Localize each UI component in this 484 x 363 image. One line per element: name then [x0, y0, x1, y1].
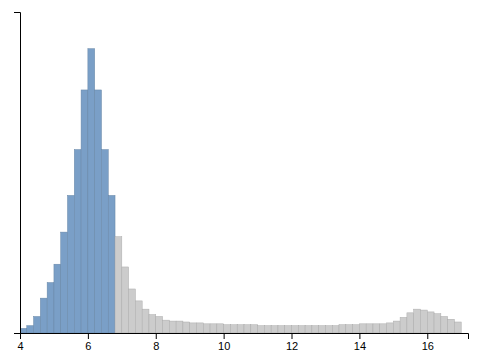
histogram-bar	[319, 326, 326, 333]
x-axis: 4 6 8 10 12 14 16	[17, 333, 468, 352]
histogram-bar	[434, 314, 441, 333]
histogram-bar	[285, 326, 292, 333]
histogram-bar	[95, 90, 102, 333]
histogram-bar	[74, 150, 81, 333]
chart-container: 4 6 8 10 12 14 16	[0, 0, 484, 363]
x-tick-mark	[88, 333, 89, 339]
x-tick-mark	[427, 333, 428, 339]
histogram-bar	[20, 328, 27, 333]
histogram-bar	[414, 309, 421, 333]
chart: 4 6 8 10 12 14 16	[0, 0, 484, 363]
histogram-bar	[156, 316, 163, 333]
histogram-bar	[258, 326, 265, 333]
histogram-bar	[122, 267, 129, 333]
histogram-bar	[149, 315, 156, 333]
x-tick-label: 14	[354, 340, 366, 352]
histogram-bar	[461, 333, 468, 334]
x-tick-label: 6	[85, 340, 91, 352]
histogram-bar	[393, 321, 400, 333]
histogram-bar	[142, 309, 149, 333]
bars	[20, 49, 461, 333]
x-axis-line	[21, 334, 469, 340]
histogram-bar	[366, 324, 373, 333]
histogram-bar	[271, 326, 278, 333]
histogram-bar	[353, 325, 360, 333]
histogram-bar	[305, 326, 312, 333]
histogram-bar	[47, 283, 54, 333]
x-tick: 16	[422, 333, 434, 352]
histogram-bar	[224, 325, 231, 333]
x-tick-label: 8	[153, 340, 159, 352]
plot-area: 4 6 8 10 12 14 16	[14, 13, 469, 352]
histogram-bar	[27, 326, 34, 333]
histogram-bar	[244, 325, 251, 333]
histogram-bar	[380, 324, 387, 333]
histogram-bar	[278, 326, 285, 333]
x-tick: 10	[218, 333, 230, 352]
histogram-bar	[163, 320, 170, 333]
x-tick: 14	[354, 333, 366, 352]
histogram-bar	[88, 49, 95, 333]
histogram-bar	[441, 316, 448, 333]
x-tick-label: 16	[422, 340, 434, 352]
histogram-bar	[176, 321, 183, 333]
histogram-bar	[54, 264, 61, 333]
x-tick: 6	[85, 333, 91, 352]
histogram-bar	[387, 323, 394, 333]
histogram-bar	[108, 195, 115, 333]
x-tick: 4	[17, 333, 23, 352]
y-axis-line	[14, 13, 21, 334]
histogram-bar	[40, 298, 47, 333]
histogram-bar	[298, 326, 305, 333]
x-tick-label: 4	[17, 340, 23, 352]
histogram-bar	[196, 323, 203, 333]
histogram-bar	[407, 313, 414, 333]
histogram-bar	[135, 301, 142, 333]
histogram-bar	[230, 325, 237, 333]
histogram-bar	[81, 90, 88, 333]
histogram-bar	[312, 326, 319, 333]
y-axis	[14, 13, 21, 334]
histogram-bar	[454, 322, 461, 333]
histogram-bar	[61, 232, 68, 333]
x-tick: 12	[286, 333, 298, 352]
histogram-bar	[190, 323, 197, 333]
x-tick-mark	[292, 333, 293, 339]
histogram-bar	[346, 325, 353, 333]
histogram-bar	[448, 319, 455, 333]
histogram-bar	[129, 289, 136, 333]
x-tick-mark	[156, 333, 157, 339]
histogram-bar	[359, 324, 366, 333]
histogram-bar	[101, 150, 108, 333]
histogram-bar	[373, 324, 380, 333]
histogram-bar	[264, 326, 271, 333]
histogram-bar	[217, 324, 224, 333]
x-tick-label: 12	[286, 340, 298, 352]
histogram-bar	[34, 316, 41, 333]
x-tick-mark	[359, 333, 360, 339]
histogram-bar	[237, 325, 244, 333]
histogram-bar	[332, 326, 339, 333]
histogram-bar	[210, 324, 217, 333]
histogram-bar	[339, 325, 346, 333]
x-tick: 8	[153, 333, 159, 352]
histogram-bar	[183, 322, 190, 333]
histogram-bar	[203, 324, 210, 333]
histogram-bar	[427, 312, 434, 333]
histogram-bar	[400, 317, 407, 333]
histogram-bar	[325, 326, 332, 333]
histogram-bar	[68, 195, 75, 333]
histogram-bar	[169, 321, 176, 333]
histogram-bar	[420, 310, 427, 333]
histogram-bar	[115, 237, 122, 333]
histogram-bar	[292, 326, 299, 333]
histogram-bar	[251, 325, 258, 333]
x-tick-mark	[224, 333, 225, 339]
x-tick-label: 10	[218, 340, 230, 352]
